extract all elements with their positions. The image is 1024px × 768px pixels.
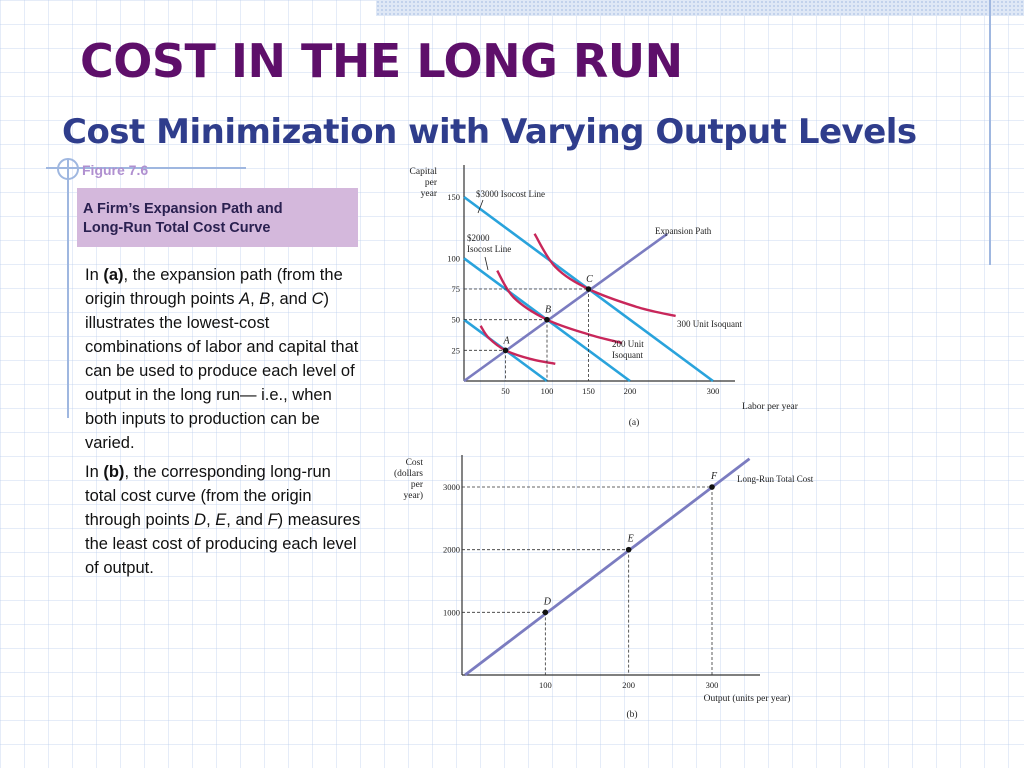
panel-a-x-tick-label: 150 bbox=[582, 386, 595, 396]
panel-b-y-axis-label: per bbox=[411, 480, 424, 490]
isocost-3000-pointer bbox=[477, 199, 484, 214]
panel-b-y-axis-label: Cost bbox=[406, 458, 424, 468]
text-run: , bbox=[206, 511, 216, 529]
isoquant-300-label: 300 Unit Isoquant bbox=[677, 319, 742, 329]
point-D bbox=[542, 609, 549, 616]
isoquant-200-label: Isoquant bbox=[612, 350, 643, 360]
italic-run: C bbox=[311, 290, 324, 308]
text-run: , the expansion path (from the origin th… bbox=[85, 266, 343, 308]
circle-accent bbox=[57, 158, 79, 180]
panel-a-y-axis-label: per bbox=[425, 178, 438, 188]
italic-run: F bbox=[267, 511, 278, 529]
text-run: , and bbox=[270, 290, 312, 308]
text-run: In bbox=[85, 463, 104, 481]
right-accent-line bbox=[989, 0, 991, 265]
text-run: ) measures the least cost of producing e… bbox=[85, 511, 361, 577]
panel-a-y-axis-label: Capital bbox=[410, 167, 438, 177]
italic-run: B bbox=[259, 290, 271, 308]
point-F bbox=[709, 484, 715, 490]
point-C bbox=[585, 286, 592, 292]
panel-a-x-tick-label: 50 bbox=[501, 386, 510, 396]
panel-a-x-axis-label: Labor per year bbox=[742, 402, 799, 412]
slide-subtitle: Cost Minimization with Varying Output Le… bbox=[62, 112, 917, 152]
panel-a-y-tick-label: 75 bbox=[452, 284, 461, 294]
isocost-2000-label: $2000 bbox=[467, 233, 490, 243]
text-run: In bbox=[85, 266, 104, 284]
caption-line-2: Long-Run Total Cost Curve bbox=[83, 220, 271, 236]
caption-line-1: A Firm’s Expansion Path and bbox=[83, 201, 283, 217]
bold-run: (a) bbox=[103, 266, 124, 284]
panel-b-label: (b) bbox=[626, 709, 637, 720]
paragraph-b: In (b), the corresponding long-run total… bbox=[85, 460, 363, 580]
isoquant-200-label: 200 Unit bbox=[612, 339, 644, 349]
panel-b-y-axis-label: year) bbox=[403, 490, 423, 501]
figure-caption: A Firm’s Expansion Path and Long-Run Tot… bbox=[77, 188, 358, 247]
point-label-E: E bbox=[627, 534, 634, 545]
panel-b-x-tick-label: 300 bbox=[706, 680, 719, 690]
panel-b-y-axis-label: (dollars bbox=[394, 468, 423, 479]
isocost-2000-pointer bbox=[484, 256, 489, 271]
text-run: ) illustrates the lowest-cost combinatio… bbox=[85, 290, 359, 452]
left-accent-hline bbox=[46, 167, 246, 169]
point-label-D: D bbox=[543, 596, 552, 607]
panel-a-y-axis-label: year bbox=[421, 189, 438, 199]
text-run: , and bbox=[226, 511, 268, 529]
long-run-total-cost-label: Long-Run Total Cost bbox=[737, 474, 814, 484]
point-label-F: F bbox=[710, 471, 718, 482]
expansion-path-line bbox=[463, 232, 669, 383]
panel-a-x-tick-label: 100 bbox=[541, 386, 554, 396]
italic-run: D bbox=[194, 511, 207, 529]
panel-b-x-axis-label: Output (units per year) bbox=[704, 693, 791, 704]
italic-run: A bbox=[239, 290, 251, 308]
panel-a-y-tick-label: 50 bbox=[452, 315, 461, 325]
point-label-A: A bbox=[502, 335, 510, 346]
panel-a-x-tick-label: 300 bbox=[707, 386, 720, 396]
isoquant-curve bbox=[533, 233, 676, 318]
panel-b-x-tick-label: 100 bbox=[539, 680, 552, 690]
point-A bbox=[502, 347, 509, 354]
paragraph-a: In (a), the expansion path (from the ori… bbox=[85, 263, 363, 455]
panel-b-y-tick-label: 3000 bbox=[443, 482, 460, 492]
panel-b-x-tick-label: 200 bbox=[622, 680, 635, 690]
text-run: , bbox=[250, 290, 260, 308]
text-run: , the corresponding long-run total cost … bbox=[85, 463, 331, 529]
point-label-C: C bbox=[586, 274, 593, 285]
isocost-3000-label: $3000 Isocost Line bbox=[476, 189, 545, 199]
panel-b-y-tick-label: 1000 bbox=[443, 607, 460, 617]
isocost-2000-label: Isocost Line bbox=[467, 244, 511, 254]
left-accent-vline bbox=[67, 160, 69, 418]
panel-a-x-tick-label: 200 bbox=[624, 386, 637, 396]
long-run-total-cost-line bbox=[464, 457, 751, 677]
body-text: In (a), the expansion path (from the ori… bbox=[85, 263, 363, 585]
panel-a-y-tick-label: 25 bbox=[452, 345, 461, 355]
top-decorative-band bbox=[376, 0, 1024, 16]
point-B bbox=[544, 316, 550, 323]
expansion-path-label: Expansion Path bbox=[655, 226, 712, 236]
point-E bbox=[625, 546, 632, 553]
point-label-B: B bbox=[545, 305, 551, 316]
figure-label: Figure 7.6 bbox=[82, 162, 149, 178]
italic-run: E bbox=[215, 511, 227, 529]
slide-title: COST IN THE LONG RUN bbox=[80, 34, 683, 88]
bold-run: (b) bbox=[103, 463, 125, 481]
panel-a-label: (a) bbox=[629, 417, 640, 428]
panel-b-y-tick-label: 2000 bbox=[443, 545, 460, 555]
panel-a-y-tick-label: 150 bbox=[447, 192, 460, 202]
panel-a-y-tick-label: 100 bbox=[447, 253, 460, 263]
